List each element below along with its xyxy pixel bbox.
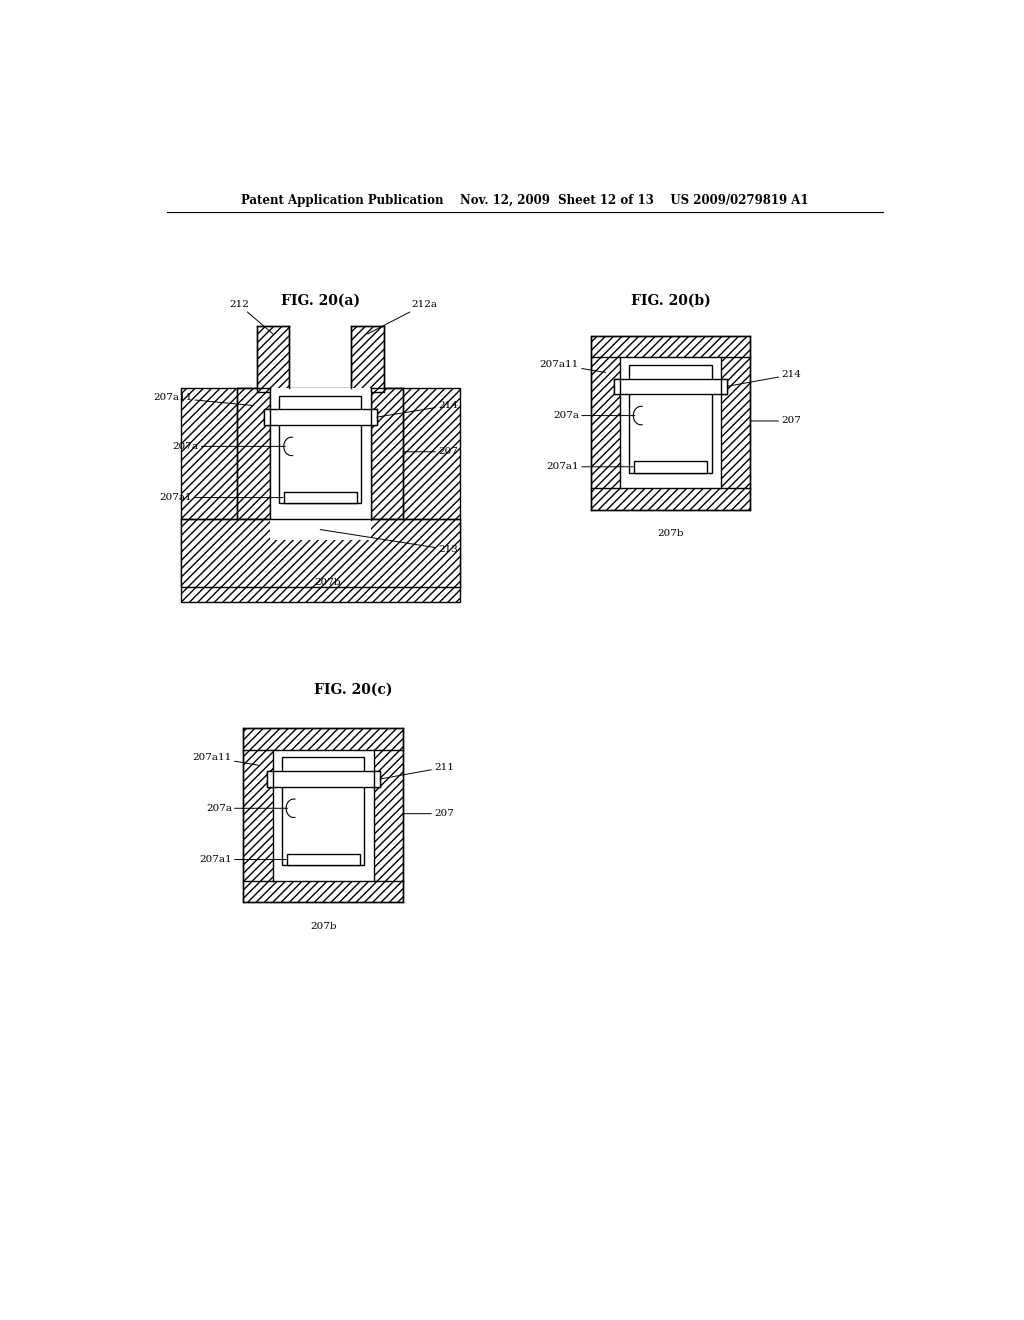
Bar — [263, 409, 377, 425]
Text: 207a1: 207a1 — [547, 462, 633, 471]
Text: 207a11: 207a11 — [540, 360, 605, 372]
Bar — [266, 771, 273, 787]
Text: 207a: 207a — [172, 442, 286, 451]
Bar — [614, 379, 621, 395]
Text: 207a: 207a — [553, 411, 635, 420]
Text: 214: 214 — [377, 401, 458, 417]
Text: 207b: 207b — [310, 923, 337, 931]
Bar — [374, 771, 380, 787]
Bar — [273, 750, 374, 880]
Bar — [283, 758, 365, 866]
Bar — [621, 358, 721, 488]
Text: 211: 211 — [380, 763, 454, 779]
Bar — [257, 326, 289, 392]
Bar — [591, 335, 751, 510]
Bar — [244, 729, 403, 903]
Text: 207: 207 — [751, 417, 801, 425]
Text: Patent Application Publication    Nov. 12, 2009  Sheet 12 of 13    US 2009/02798: Patent Application Publication Nov. 12, … — [241, 194, 809, 207]
Bar — [371, 409, 377, 425]
Bar — [614, 379, 727, 395]
Text: 207a11: 207a11 — [153, 393, 254, 405]
Bar — [634, 461, 707, 473]
Bar — [238, 388, 270, 519]
Bar — [180, 388, 460, 602]
Text: FIG. 20(b): FIG. 20(b) — [631, 294, 711, 308]
Text: 212: 212 — [229, 300, 273, 334]
Text: 212a: 212a — [368, 300, 437, 334]
Text: 207b: 207b — [657, 529, 684, 539]
Bar — [180, 519, 460, 586]
Bar — [270, 388, 371, 540]
Bar — [266, 771, 380, 787]
Text: 207a1: 207a1 — [160, 494, 283, 502]
Text: FIG. 20(c): FIG. 20(c) — [313, 682, 392, 697]
Bar — [351, 326, 384, 392]
Bar — [721, 379, 727, 395]
Bar — [280, 396, 361, 503]
Bar — [284, 492, 356, 503]
Text: 214: 214 — [727, 371, 801, 387]
Text: 207a: 207a — [206, 804, 288, 813]
Bar — [630, 364, 712, 473]
Text: 213: 213 — [321, 529, 458, 554]
Bar — [287, 854, 359, 866]
Bar — [371, 388, 403, 519]
Text: 207b: 207b — [314, 578, 341, 587]
Text: FIG. 20(a): FIG. 20(a) — [281, 294, 359, 308]
Bar — [263, 409, 270, 425]
Text: 207: 207 — [403, 809, 454, 818]
Bar — [270, 519, 371, 540]
Text: 207: 207 — [403, 447, 458, 457]
Text: 207a11: 207a11 — [193, 752, 258, 766]
Text: 207a1: 207a1 — [200, 855, 286, 865]
